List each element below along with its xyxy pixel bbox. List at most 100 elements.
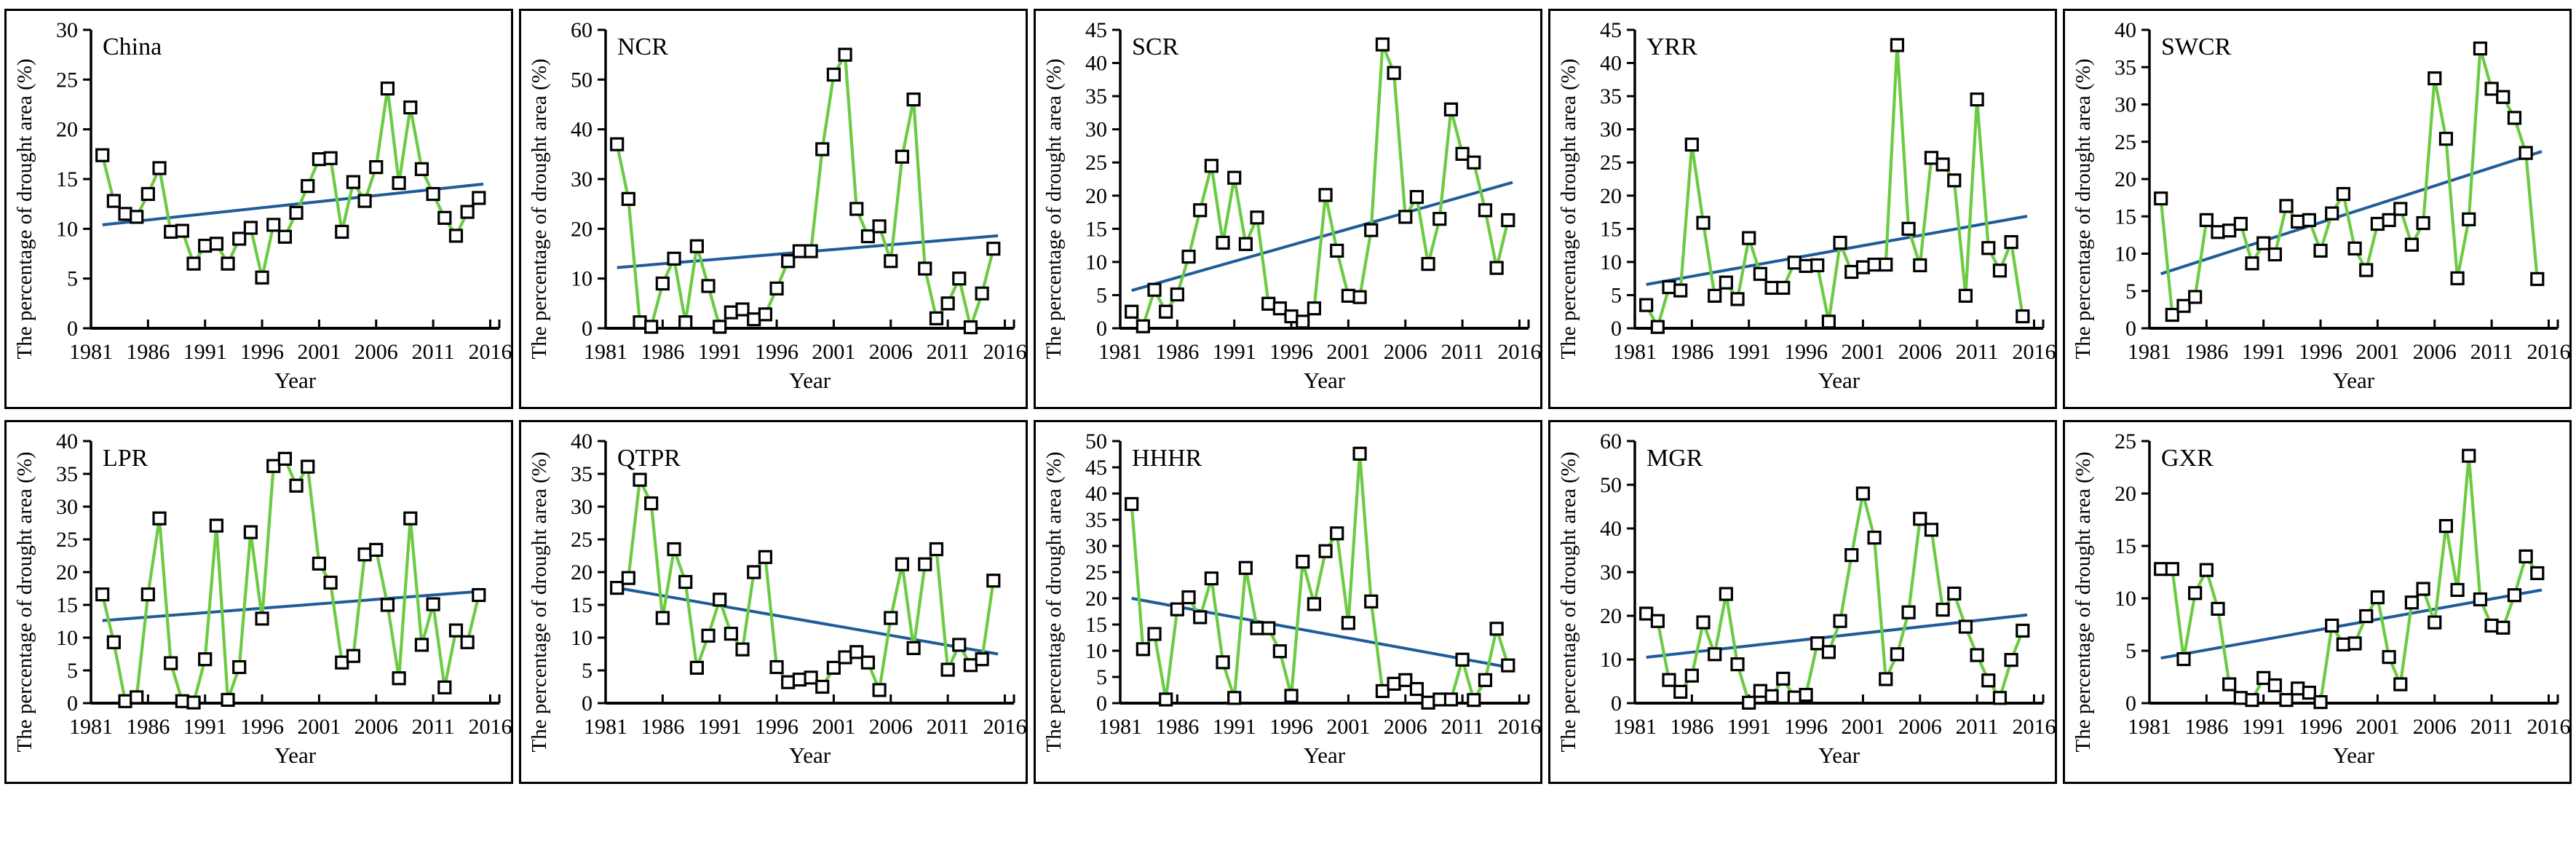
row-bottom: 0 5 10 15 20 25 30 35 40 1981 1986 1991 1996 2001 2006… bbox=[0, 420, 2576, 784]
y-tick-label: 10 bbox=[1085, 250, 1107, 274]
panel-LPR: 0 5 10 15 20 25 30 35 40 1981 1986 1991 1996 2001 2006… bbox=[4, 420, 513, 784]
data-point-marker bbox=[2462, 448, 2476, 463]
data-point-marker bbox=[2530, 566, 2545, 581]
data-point-marker bbox=[1650, 614, 1665, 628]
data-point-marker bbox=[1341, 616, 1356, 630]
y-tick-label: 20 bbox=[1085, 184, 1107, 208]
data-point-marker bbox=[1398, 210, 1413, 224]
data-point-marker bbox=[1307, 301, 1321, 316]
chart-SWCR: 0 5 10 15 20 25 30 35 40 1981 1986 1991 1996 2001 2006… bbox=[2072, 18, 2570, 393]
data-point-marker bbox=[940, 296, 955, 311]
data-point-marker bbox=[1307, 597, 1321, 611]
data-point-marker bbox=[1970, 92, 1984, 107]
data-point-marker bbox=[1443, 692, 1459, 707]
data-point-marker bbox=[1409, 681, 1424, 697]
y-tick-label: 30 bbox=[1600, 118, 1622, 142]
x-tick-label: 2006 bbox=[354, 715, 398, 739]
data-point-marker bbox=[1455, 146, 1470, 161]
y-tick-label: 0 bbox=[1611, 692, 1622, 716]
data-point-marker bbox=[277, 229, 292, 244]
data-point-marker bbox=[678, 574, 693, 590]
y-tick-label: 20 bbox=[2115, 482, 2136, 506]
y-tick-label: 5 bbox=[582, 659, 593, 683]
y-tick-label: 15 bbox=[56, 167, 78, 191]
data-point-marker bbox=[849, 645, 864, 659]
data-point-marker bbox=[1730, 657, 1745, 672]
x-tick-label: 1981 bbox=[69, 715, 113, 739]
x-axis-label: Year bbox=[1304, 742, 1346, 768]
y-tick-label: 5 bbox=[1096, 283, 1107, 307]
data-point-marker bbox=[906, 92, 921, 107]
data-point-marker bbox=[403, 511, 418, 526]
data-point-marker bbox=[414, 638, 429, 652]
data-point-marker bbox=[2302, 686, 2316, 700]
data-point-marker bbox=[460, 205, 475, 219]
data-point-marker bbox=[895, 149, 910, 164]
y-tick-label: 30 bbox=[56, 18, 78, 42]
data-point-marker bbox=[1867, 257, 1882, 272]
x-tick-label: 2006 bbox=[869, 715, 913, 739]
data-point-marker bbox=[301, 459, 315, 474]
data-point-marker bbox=[1296, 314, 1310, 329]
data-point-marker bbox=[266, 218, 281, 232]
x-axis-label: Year bbox=[789, 742, 831, 768]
x-tick-label: 1981 bbox=[584, 715, 627, 739]
x-tick-label: 2006 bbox=[354, 340, 398, 364]
y-tick-label: 45 bbox=[1085, 456, 1107, 480]
data-point-marker bbox=[1272, 644, 1287, 659]
data-point-marker bbox=[1901, 605, 1916, 619]
y-tick-label: 45 bbox=[1085, 18, 1107, 42]
panel-title: MGR bbox=[1646, 445, 1703, 472]
data-point-marker bbox=[2438, 132, 2454, 146]
data-point-marker bbox=[426, 186, 440, 202]
chart-QTPR: 0 5 10 15 20 25 30 35 40 1981 1986 1991 1996 2001 2006… bbox=[528, 429, 1026, 768]
y-tick-label: 10 bbox=[571, 267, 593, 291]
x-tick-label: 2016 bbox=[468, 715, 511, 739]
panel-China: 0 5 10 15 20 25 30 1981 1986 1991 1996 2001 2006 2011… bbox=[4, 9, 513, 409]
data-point-marker bbox=[2507, 111, 2522, 125]
data-point-marker bbox=[1489, 261, 1504, 275]
data-point-marker bbox=[1261, 296, 1276, 311]
y-tick-label: 5 bbox=[2125, 639, 2136, 663]
data-point-marker bbox=[1409, 190, 1424, 205]
y-tick-label: 20 bbox=[56, 118, 78, 142]
panel-title: HHHR bbox=[1132, 445, 1202, 472]
data-point-marker bbox=[1478, 203, 1493, 218]
data-point-marker bbox=[1181, 590, 1196, 605]
data-point-marker bbox=[472, 191, 486, 205]
data-point-marker bbox=[1753, 266, 1767, 281]
data-point-marker bbox=[2336, 186, 2350, 202]
x-tick-label: 2006 bbox=[2413, 340, 2457, 364]
data-point-marker bbox=[2518, 549, 2533, 563]
data-point-marker bbox=[1375, 683, 1390, 699]
data-point-marker bbox=[769, 659, 784, 675]
data-point-marker bbox=[414, 162, 429, 176]
data-point-marker bbox=[644, 320, 659, 334]
data-point-marker bbox=[1170, 602, 1184, 617]
x-tick-label: 2011 bbox=[1956, 340, 1999, 364]
x-tick-label: 2001 bbox=[2355, 715, 2399, 739]
data-point-marker bbox=[2438, 519, 2454, 534]
y-tick-label: 50 bbox=[571, 68, 593, 92]
data-point-marker bbox=[1696, 615, 1711, 630]
data-point-marker bbox=[1833, 614, 1847, 628]
data-point-marker bbox=[2473, 41, 2488, 56]
y-tick-label: 25 bbox=[56, 528, 78, 552]
panel-title: China bbox=[103, 33, 162, 60]
data-point-marker bbox=[1673, 684, 1688, 699]
data-point-marker bbox=[2291, 681, 2305, 696]
data-point-marker bbox=[1833, 235, 1847, 250]
data-point-marker bbox=[1639, 298, 1654, 312]
panel-title: QTPR bbox=[617, 445, 681, 472]
data-point-marker bbox=[1958, 619, 1973, 634]
data-point-marker bbox=[986, 242, 1001, 256]
data-point-marker bbox=[1227, 170, 1242, 185]
y-tick-label: 40 bbox=[571, 429, 593, 453]
x-axis-label: Year bbox=[1818, 742, 1860, 768]
x-tick-label: 1996 bbox=[2299, 340, 2342, 364]
data-point-marker bbox=[2154, 191, 2168, 206]
data-point-marker bbox=[2291, 214, 2305, 229]
chart-MGR: 0 10 20 30 40 50 60 1981 1986 1991 1996 2001 2006 201… bbox=[1557, 429, 2056, 768]
x-tick-label: 2001 bbox=[1841, 715, 1885, 739]
x-tick-label: 1991 bbox=[183, 715, 227, 739]
